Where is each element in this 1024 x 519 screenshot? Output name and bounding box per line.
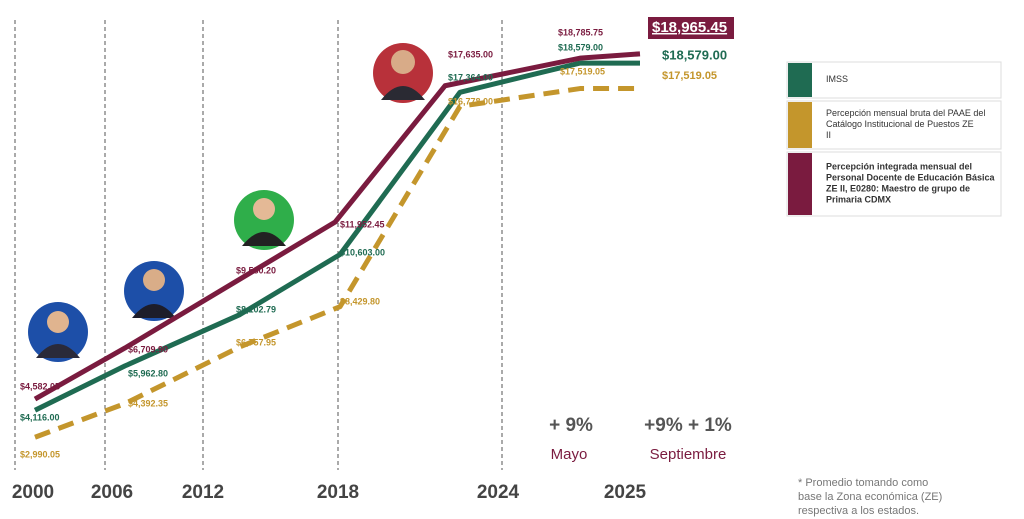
value-label: $9,580.20 — [236, 265, 276, 275]
value-label: $18,579.00 — [662, 47, 727, 62]
legend-swatch — [788, 63, 812, 97]
value-label: $16,778.00 — [448, 96, 493, 106]
highlight-box — [648, 17, 734, 39]
x-tick-label: 2024 — [477, 482, 520, 503]
value-label: $18,579.00 — [558, 42, 603, 52]
value-label: $2,990.05 — [20, 449, 60, 459]
value-label: $18,965.45 — [652, 19, 727, 36]
series-line — [33, 60, 640, 413]
legend-swatch — [788, 102, 812, 148]
x-tick-label: 2000 — [12, 482, 54, 503]
value-label: $17,519.05 — [560, 66, 605, 76]
value-label: $4,116.00 — [20, 412, 60, 422]
x-tick-label: 2018 — [317, 482, 359, 503]
series-line — [33, 51, 641, 402]
x-tick-label: 2006 — [91, 482, 133, 503]
x-tick-label: 2025 — [604, 482, 647, 503]
legend-swatch — [788, 153, 812, 215]
legend-box — [786, 100, 1002, 150]
portraits — [28, 43, 433, 362]
series-line — [34, 86, 640, 440]
x-tick-label: 2012 — [182, 482, 224, 503]
value-label: $10,603.00 — [340, 247, 385, 257]
legend-box — [786, 61, 1002, 99]
legend-label: Percepción mensual bruta del PAAE del Cat… — [826, 108, 985, 140]
annotation-sub: Mayo — [551, 446, 588, 463]
footnote-line: respectiva a los estados. — [798, 505, 919, 517]
value-label: $11,952.45 — [340, 219, 385, 229]
footnote-line: base la Zona económica (ZE) — [798, 491, 942, 503]
footnote-line: * Promedio tomando como — [798, 477, 928, 489]
annotation: + 9% — [549, 415, 593, 436]
value-label: $17,364.00 — [448, 72, 493, 82]
value-label: $8,429.80 — [340, 296, 380, 306]
legend-label: Percepción integrada mensual del Personal… — [826, 162, 996, 205]
value-label: $17,519.05 — [662, 70, 717, 82]
legend-box — [786, 151, 1002, 217]
annotation: +9% + 1% — [644, 415, 732, 436]
footnote: * Promedio tomando como base la Zona econ… — [798, 477, 942, 517]
value-label: $6,757.95 — [236, 337, 276, 347]
value-label: $8,102.79 — [236, 304, 276, 314]
value-label: $4,582.05 — [20, 381, 60, 391]
value-label: $17,635.00 — [448, 49, 493, 59]
value-label: $4,392.35 — [128, 398, 168, 408]
legend-label: IMSS — [826, 74, 848, 84]
value-label: $6,709.90 — [128, 344, 168, 354]
annotation-sub: Septiembre — [650, 446, 727, 463]
value-label: $5,962.80 — [128, 368, 168, 378]
value-label: $18,785.75 — [558, 27, 603, 37]
